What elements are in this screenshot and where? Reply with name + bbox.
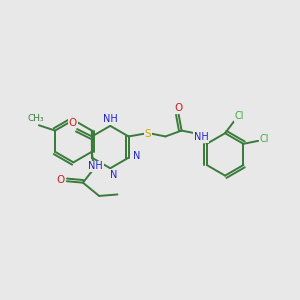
Text: NH: NH — [103, 114, 118, 124]
Text: O: O — [56, 175, 64, 185]
Text: NH: NH — [88, 161, 103, 172]
Text: O: O — [69, 118, 77, 128]
Text: O: O — [175, 103, 183, 113]
Text: Cl: Cl — [260, 134, 269, 144]
Text: CH₃: CH₃ — [27, 114, 44, 123]
Text: NH: NH — [194, 132, 209, 142]
Text: N: N — [110, 170, 118, 180]
Text: S: S — [144, 128, 151, 139]
Text: N: N — [133, 151, 140, 161]
Text: Cl: Cl — [235, 111, 244, 121]
